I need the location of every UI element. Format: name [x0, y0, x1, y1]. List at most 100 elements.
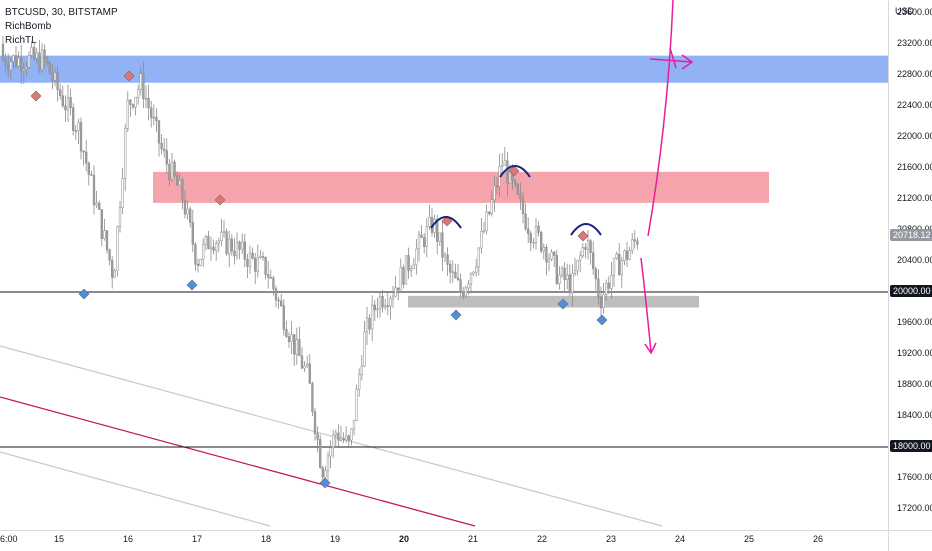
candle-body [407, 255, 410, 271]
candle-body [259, 256, 262, 258]
candle-body [490, 199, 493, 215]
candle-body [459, 279, 462, 293]
trendline-grey-lower[interactable] [0, 451, 271, 527]
candle-body [368, 317, 371, 330]
chart-legend: BTCUSD, 30, BITSTAMP RichBomb RichTL [5, 6, 118, 48]
price-tick-label: 18800.00 [897, 379, 932, 389]
candle-body [326, 455, 330, 471]
legend-indicator-richbomb[interactable]: RichBomb [5, 21, 52, 32]
candle-body [467, 283, 470, 289]
candle-body [189, 208, 192, 223]
candle-body [311, 383, 314, 412]
candle-body [607, 282, 610, 289]
time-tick-label: 23 [606, 534, 617, 544]
candle-body [633, 239, 636, 242]
candle-body [168, 163, 171, 180]
legend-symbol[interactable]: BTCUSD, 30, BITSTAMP [5, 7, 118, 18]
signal-diamond-red[interactable] [577, 230, 589, 242]
candle-body [350, 428, 353, 441]
candle-body [280, 300, 283, 306]
candle-body [204, 236, 207, 245]
signal-diamond-red[interactable] [123, 70, 135, 82]
candle-body [584, 247, 587, 250]
price-axis-currency: USD [895, 6, 915, 16]
resistance-zone-blue[interactable] [0, 55, 888, 83]
signal-diamond-red[interactable] [508, 165, 520, 177]
price-tick-label: 18400.00 [897, 410, 932, 420]
projection-target-arrowhead[interactable] [681, 54, 694, 70]
candle-body [108, 249, 111, 261]
candle-body [12, 55, 15, 62]
candle-body [298, 339, 301, 357]
projection-arrow-down-head[interactable] [644, 342, 657, 355]
candle-body [560, 267, 564, 276]
candle-body [480, 230, 483, 249]
candle-body [553, 251, 556, 256]
candle-body [118, 207, 122, 228]
candle-body [293, 334, 296, 355]
time-axis[interactable]: 6:00 15 16 17 18 19 20 21 22 23 24 25 26 [0, 530, 888, 551]
candle-body [241, 241, 244, 250]
axis-corner [888, 530, 932, 551]
candle-body [532, 242, 535, 244]
candle-body [610, 275, 613, 289]
candle-body [493, 185, 496, 201]
candle-body [290, 334, 293, 342]
trendline-grey-upper[interactable] [0, 345, 663, 527]
candle-body [339, 437, 343, 441]
candle-body [376, 308, 379, 311]
candle-body [277, 299, 280, 302]
projection-target-tick[interactable] [669, 47, 677, 69]
signal-diamond-red[interactable] [214, 194, 226, 206]
top-arc-1[interactable] [430, 216, 462, 229]
candle-body [386, 305, 389, 307]
candle-body [111, 260, 114, 278]
candle-body [43, 49, 46, 59]
candle-body [306, 363, 309, 367]
signal-diamond-blue[interactable] [596, 314, 608, 326]
candle-body [124, 128, 127, 179]
candle-body [573, 270, 577, 274]
candle-body [412, 264, 415, 269]
chart-canvas[interactable] [0, 0, 888, 530]
top-arc-2[interactable] [499, 165, 531, 178]
signal-diamond-blue[interactable] [450, 309, 462, 321]
candle-body [373, 304, 376, 311]
support-zone-grey[interactable] [408, 295, 699, 308]
candle-body [355, 388, 358, 421]
candle-body [438, 232, 441, 242]
trendline-red[interactable] [0, 396, 476, 527]
signal-diamond-blue[interactable] [78, 288, 90, 300]
legend-indicator-richtl[interactable]: RichTL [5, 35, 37, 46]
candle-body [488, 211, 491, 215]
resistance-zone-red[interactable] [153, 171, 769, 203]
candle-body [116, 226, 119, 272]
signal-diamond-red[interactable] [30, 90, 42, 102]
projection-arrow-down[interactable] [640, 257, 652, 353]
candle-body [446, 254, 449, 265]
candle-body [391, 295, 395, 300]
candle-body [615, 253, 618, 259]
signal-diamond-blue[interactable] [186, 279, 198, 291]
candle-body [59, 89, 62, 97]
candle-body [527, 228, 530, 234]
candle-body [212, 246, 215, 251]
candle-body [267, 274, 270, 278]
top-arc-3[interactable] [570, 223, 602, 236]
candle-body [285, 329, 288, 337]
candle-body [594, 268, 597, 280]
signal-diamond-blue[interactable] [557, 298, 569, 310]
candle-body [469, 273, 473, 285]
candle-body [303, 365, 306, 369]
candle-body [397, 287, 400, 291]
price-tick-label: 22800.00 [897, 69, 932, 79]
candle-body [142, 73, 145, 100]
projection-target-line[interactable] [649, 58, 693, 63]
projection-arrow-up[interactable] [647, 0, 674, 237]
candle-body [597, 278, 600, 298]
candle-body [69, 97, 72, 109]
candle-body [389, 298, 392, 307]
candle-body [183, 199, 187, 215]
signal-diamond-blue[interactable] [319, 477, 331, 489]
